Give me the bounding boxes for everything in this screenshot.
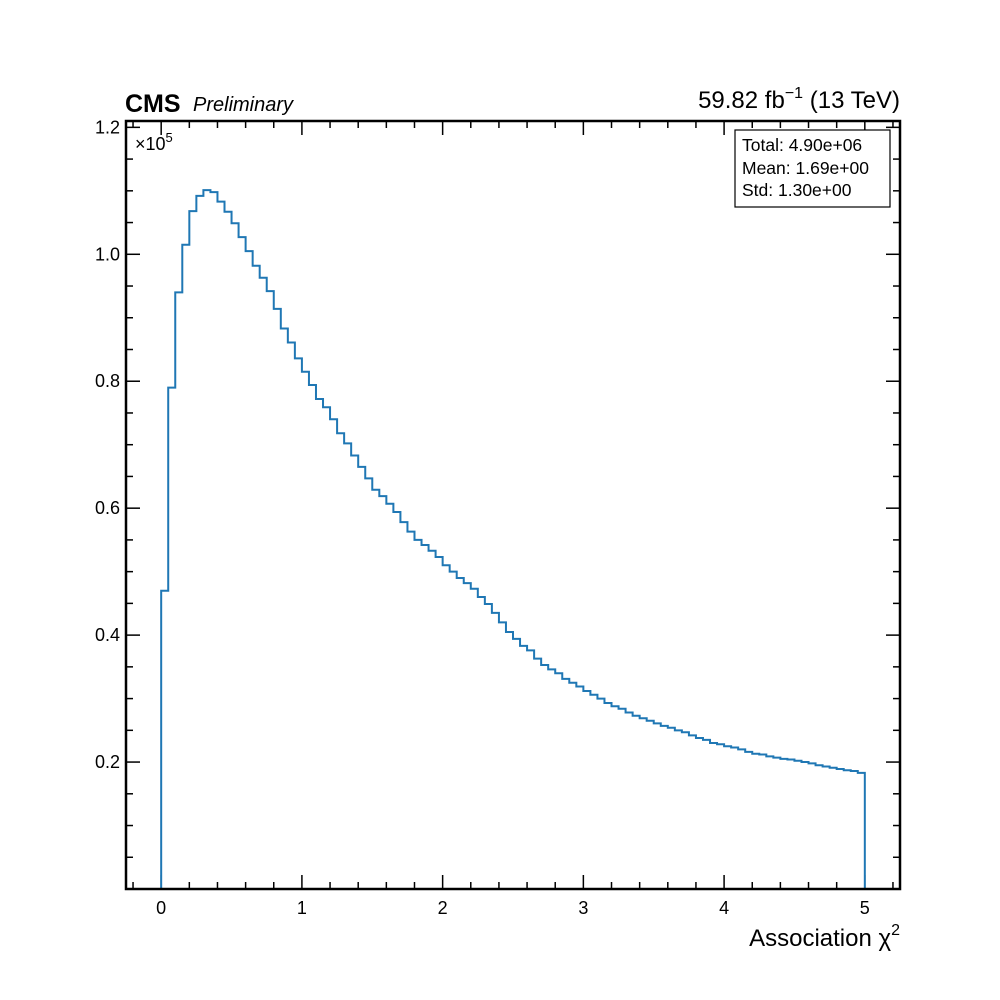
multiplier-base: ×10 — [135, 134, 166, 154]
x-tick-labels: 0 1 2 3 4 5 — [156, 898, 870, 918]
y-tick-label: 0.6 — [95, 498, 120, 518]
y-tick-labels: 0.2 0.4 0.6 0.8 1.0 1.2 — [95, 117, 120, 772]
y-axis-multiplier: ×105 — [135, 130, 173, 154]
x-tick-label: 3 — [578, 898, 588, 918]
lumi-value: 59.82 fb — [698, 87, 785, 114]
y-tick-label: 0.8 — [95, 371, 120, 391]
x-tick-label: 5 — [860, 898, 870, 918]
multiplier-exponent: 5 — [166, 130, 173, 145]
lumi-exponent: −1 — [785, 85, 803, 102]
status-label: Preliminary — [193, 94, 294, 116]
y-tick-label: 0.4 — [95, 625, 120, 645]
stats-mean: Mean: 1.69e+00 — [742, 158, 869, 178]
histogram-step-line — [160, 189, 866, 889]
x-tick-label: 0 — [156, 898, 166, 918]
experiment-label: CMS — [125, 90, 181, 118]
x-tick-label: 1 — [297, 898, 307, 918]
energy-label: (13 TeV) — [803, 87, 900, 114]
x-tick-label: 4 — [719, 898, 729, 918]
stats-std: Std: 1.30e+00 — [742, 180, 852, 200]
x-tick-label: 2 — [438, 898, 448, 918]
y-tick-label: 0.2 — [95, 752, 120, 772]
x-axis-label-text: Association χ — [749, 925, 891, 952]
y-tick-label: 1.0 — [95, 244, 120, 264]
x-axis-label-sup: 2 — [891, 922, 900, 939]
stats-total: Total: 4.90e+06 — [742, 135, 862, 155]
y-tick-label: 1.2 — [95, 117, 120, 137]
luminosity-label: 59.82 fb−1 (13 TeV) — [698, 85, 900, 114]
x-axis-label: Association χ2 — [749, 922, 900, 952]
plot-frame — [124, 119, 902, 891]
stats-box — [734, 129, 891, 208]
